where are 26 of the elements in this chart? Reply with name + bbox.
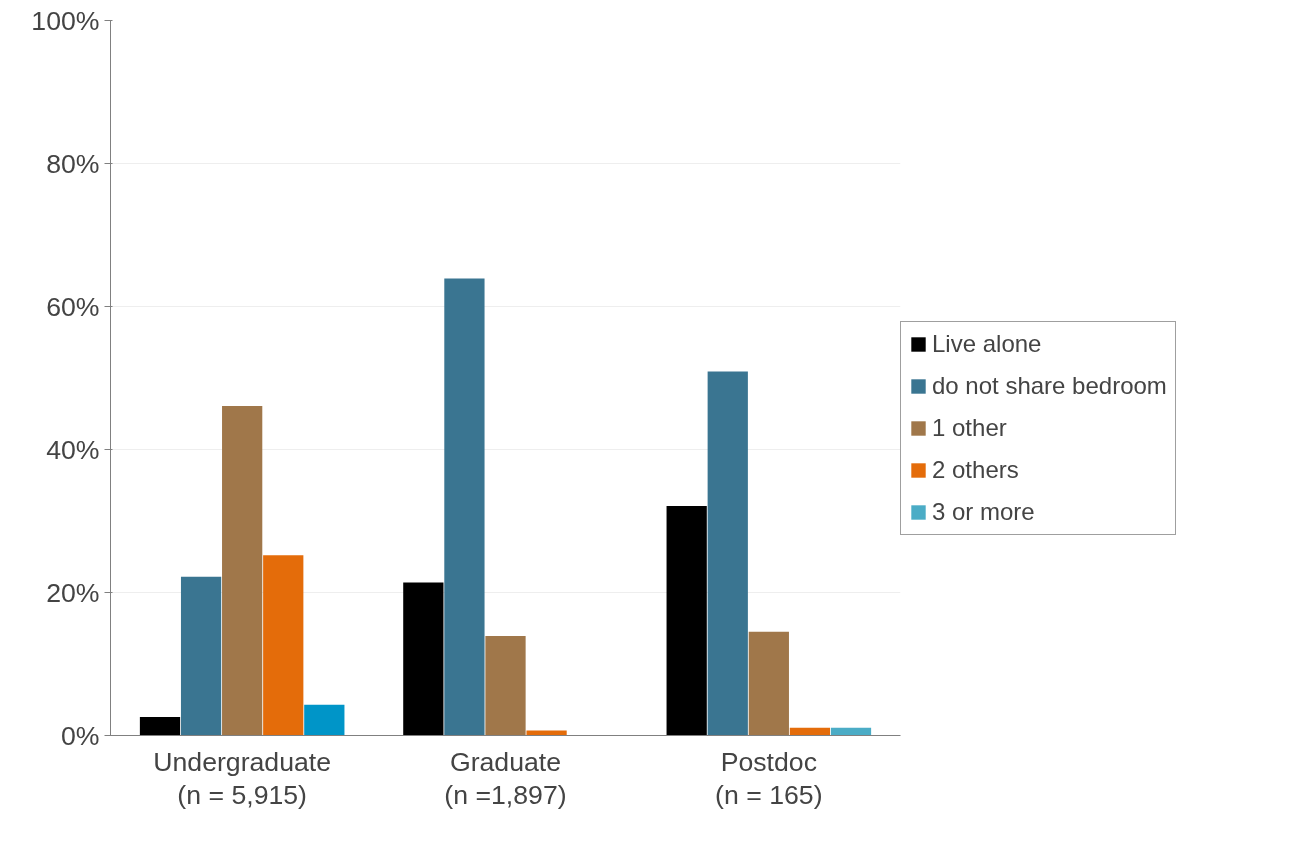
y-tick-label: 20% [46,577,100,608]
x-tick-label: Undergraduate (n = 5,915) [153,746,332,810]
legend-label: do not share bedroom [932,372,1167,400]
bar [444,278,485,736]
bar [707,371,748,736]
legend-label: 1 other [932,414,1007,442]
y-tick-label: 40% [46,434,100,465]
y-tick-label: 100% [31,5,100,36]
legend-label: 2 others [932,456,1019,484]
y-tick-label: 0% [60,720,100,751]
bar [180,576,222,736]
bar [748,631,789,736]
bar [403,582,444,736]
x-tick-label: Postdoc (n = 165) [715,746,823,810]
y-tick-label: 80% [46,148,100,179]
bar [526,730,567,736]
bar [263,555,304,736]
bar [222,405,263,736]
bar [139,716,181,736]
y-tick-label: 60% [46,291,100,322]
x-tick-label: Graduate (n =1,897) [444,746,567,810]
bar [666,505,707,736]
bar [485,636,526,736]
legend-label: 3 or more [932,498,1035,526]
bar [304,704,345,736]
legend-label: Live alone [932,330,1042,358]
